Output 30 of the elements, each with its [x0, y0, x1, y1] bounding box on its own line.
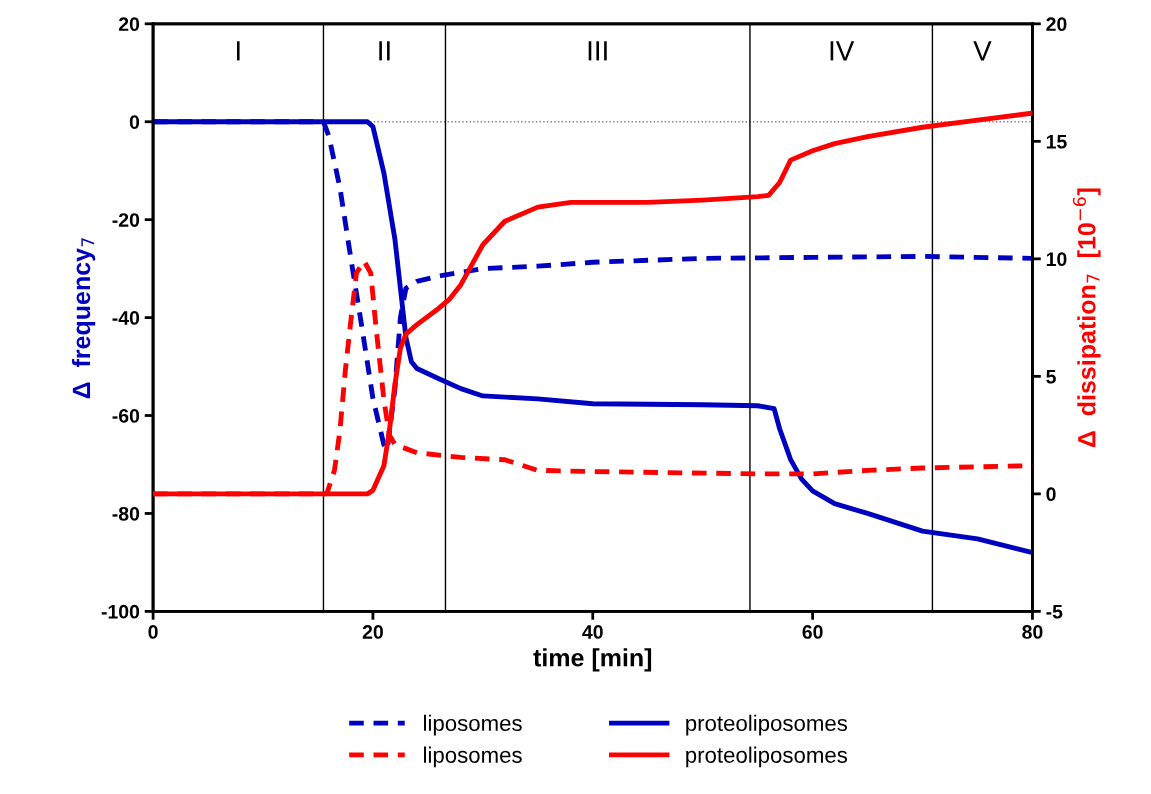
y2-tick-label: 20	[1046, 17, 1067, 32]
y-tick-label: 20	[118, 17, 140, 32]
y2-axis-title: Δ dissipation$_{7}$ [10$^{−6}$]	[1072, 188, 1101, 448]
y-axis-title: Δ frequency$_{7}$	[71, 238, 96, 399]
annotation: I	[236, 41, 240, 61]
x-tick-label: 60	[802, 625, 823, 639]
y2-tick-label: 0	[1046, 487, 1056, 502]
legend-label: proteoliposomes	[686, 746, 848, 768]
y-tick-label: -20	[112, 213, 140, 227]
x-tick-label: 20	[362, 625, 383, 639]
legend-label: liposomes	[424, 714, 522, 736]
x-tick-label: 40	[582, 625, 603, 639]
annotation: V	[973, 41, 992, 61]
annotation: IV	[830, 41, 855, 61]
y2-tick-label: 5	[1046, 370, 1056, 384]
y-tick-label: -40	[112, 311, 140, 325]
y2-tick-label: -5	[1046, 605, 1063, 619]
x-axis-title: time [min]	[533, 648, 652, 672]
y2-tick-label: 10	[1046, 252, 1067, 267]
y-tick-label: 0	[129, 115, 140, 129]
annotation: III	[588, 41, 607, 61]
annotation: II	[379, 41, 390, 61]
y2-tick-label: 15	[1046, 135, 1067, 149]
y-tick-label: -80	[112, 506, 140, 521]
x-tick-label: 0	[148, 625, 158, 639]
y-tick-label: -100	[101, 604, 140, 619]
x-tick-label: 80	[1022, 625, 1043, 639]
legend-label: proteoliposomes	[686, 714, 848, 736]
legend-label: liposomes	[424, 746, 522, 768]
y-tick-label: -60	[112, 408, 140, 423]
